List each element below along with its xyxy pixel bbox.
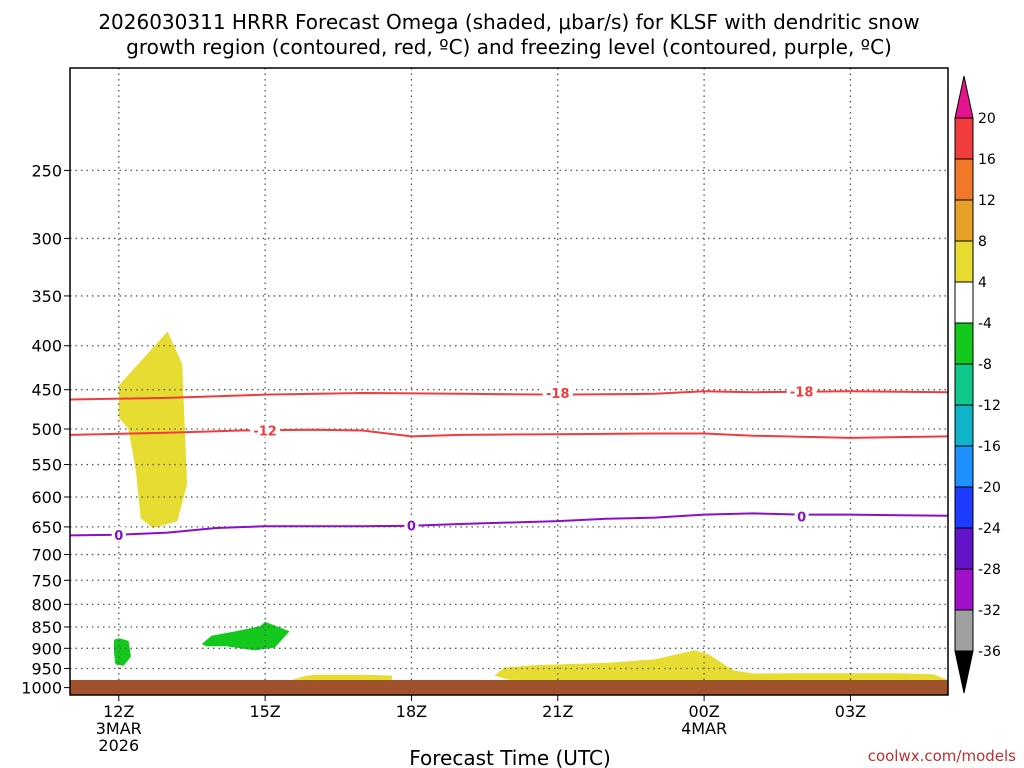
colorbar-label: -36 bbox=[978, 644, 1001, 660]
x-tick-label: 4MAR bbox=[681, 719, 727, 738]
y-tick-label: 500 bbox=[31, 420, 62, 439]
contour-label: -18 bbox=[546, 387, 570, 402]
x-tick-label: 15Z bbox=[249, 702, 280, 721]
x-tick-label: 03Z bbox=[835, 702, 866, 721]
contour-label-background bbox=[542, 384, 573, 400]
y-tick-label: 300 bbox=[31, 229, 62, 248]
colorbar-bin bbox=[954, 322, 974, 365]
colorbar-label: -4 bbox=[978, 316, 992, 332]
omega-region bbox=[118, 331, 188, 528]
ground-bar bbox=[70, 680, 948, 695]
colorbar-label: -12 bbox=[978, 398, 1001, 414]
colorbar-label: -16 bbox=[978, 439, 1001, 455]
x-tick-label: 12Z bbox=[103, 702, 134, 721]
dotted-grid bbox=[70, 68, 948, 695]
colorbar-label: 16 bbox=[978, 152, 996, 168]
colorbar-bin bbox=[954, 363, 974, 406]
colorbar-bin bbox=[954, 117, 974, 160]
y-tick-label: 800 bbox=[31, 595, 62, 614]
y-tick-label: 450 bbox=[31, 381, 62, 400]
y-tick-label: 550 bbox=[31, 456, 62, 475]
contour-lines: -18 -18 -12 0 0 0 bbox=[69, 383, 949, 544]
colorbar-bin bbox=[954, 609, 974, 652]
x-tick-label: 00Z bbox=[688, 702, 719, 721]
contour-line bbox=[69, 512, 949, 537]
colorbar-bin bbox=[954, 527, 974, 570]
colorbar-label: -32 bbox=[978, 603, 1001, 619]
contour-label-background bbox=[794, 508, 809, 524]
y-tick-label: 750 bbox=[31, 571, 62, 590]
y-tick-label: 350 bbox=[31, 287, 62, 306]
colorbar-bin bbox=[954, 199, 974, 242]
contour-label-background bbox=[111, 526, 126, 542]
omega-region bbox=[113, 638, 131, 666]
colorbar-label: 20 bbox=[978, 111, 996, 127]
title-line-2: growth region (contoured, red, ºC) and f… bbox=[126, 35, 892, 59]
colorbar: 20 16 12 8 4 -4 -8 -12 -16 -20 -24 -28 -32 -36 bbox=[954, 75, 1001, 694]
y-tick-label: 1000 bbox=[21, 679, 62, 698]
omega-region bbox=[494, 650, 948, 684]
credit-text: coolwx.com/models bbox=[868, 747, 1016, 765]
plot-frame bbox=[69, 67, 949, 696]
omega-region bbox=[201, 621, 290, 651]
x-axis-title: Forecast Time (UTC) bbox=[409, 746, 611, 768]
contour-label-background bbox=[786, 383, 817, 399]
colorbar-bin bbox=[954, 568, 974, 611]
title-line-1: 2026030311 HRRR Forecast Omega (shaded, … bbox=[98, 10, 919, 34]
contour-label: 0 bbox=[114, 529, 123, 544]
colorbar-label: -8 bbox=[978, 357, 992, 373]
plot-area: -18 -18 -12 0 0 0 bbox=[69, 67, 949, 696]
colorbar-bin bbox=[954, 404, 974, 447]
colorbar-label: 4 bbox=[978, 275, 987, 291]
colorbar-bin bbox=[954, 158, 974, 201]
y-tick-label: 700 bbox=[31, 546, 62, 565]
contour-label: 0 bbox=[407, 520, 416, 535]
y-tick-label: 650 bbox=[31, 518, 62, 537]
x-tick-label: 3MAR bbox=[96, 719, 142, 738]
x-tick-label: 18Z bbox=[396, 702, 427, 721]
plot-background bbox=[70, 68, 948, 695]
y-tick-label: 600 bbox=[31, 488, 62, 507]
colorbar-label: -28 bbox=[978, 562, 1001, 578]
contour-label: 0 bbox=[797, 510, 806, 525]
contour-label: -18 bbox=[790, 385, 814, 400]
y-tick-label: 950 bbox=[31, 659, 62, 678]
colorbar-bin bbox=[954, 281, 974, 324]
contour-label: -12 bbox=[253, 424, 277, 439]
y-tick-label: 850 bbox=[31, 618, 62, 637]
colorbar-bin bbox=[954, 486, 974, 529]
contour-line bbox=[69, 428, 949, 439]
y-tick-label: 900 bbox=[31, 639, 62, 658]
contour-label-background bbox=[250, 422, 281, 438]
colorbar-bin bbox=[954, 445, 974, 488]
contour-label-background bbox=[404, 517, 419, 533]
y-tick-label: 400 bbox=[31, 337, 62, 356]
colorbar-bin bbox=[954, 240, 974, 283]
x-tick-label: 21Z bbox=[542, 702, 573, 721]
x-tick-label: 2026 bbox=[98, 736, 139, 755]
colorbar-label: -24 bbox=[978, 521, 1001, 537]
colorbar-top-triangle bbox=[954, 75, 974, 119]
colorbar-label: 8 bbox=[978, 234, 987, 250]
y-tick-label: 250 bbox=[31, 161, 62, 180]
colorbar-label: -20 bbox=[978, 480, 1001, 496]
colorbar-bottom-triangle bbox=[954, 650, 974, 694]
colorbar-label: 12 bbox=[978, 193, 996, 209]
pressure-axis: 250 300 350 400 450 500 550 600 650 700 750 800 850 9… bbox=[21, 161, 70, 698]
